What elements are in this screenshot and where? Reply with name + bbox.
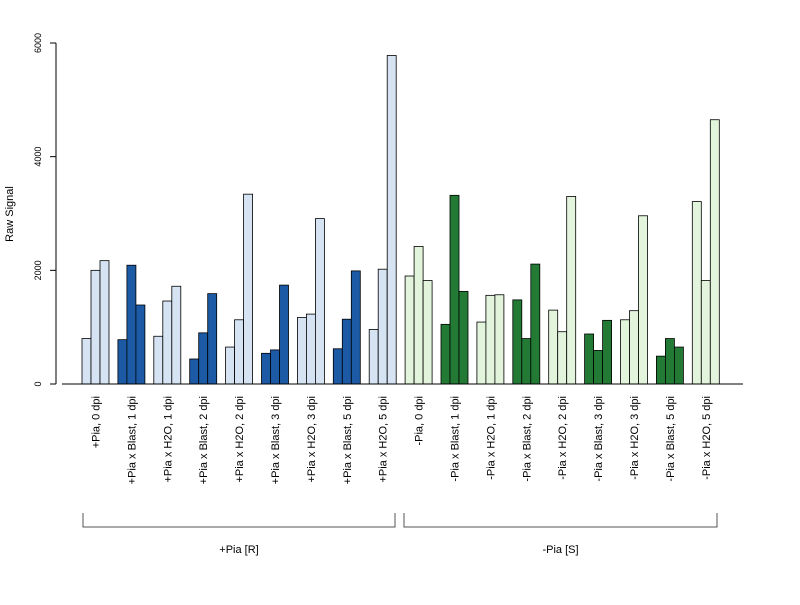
bar xyxy=(449,194,460,385)
bar xyxy=(368,329,379,385)
bar xyxy=(117,339,128,385)
bar xyxy=(709,119,720,385)
bar xyxy=(377,268,388,385)
bar xyxy=(494,294,505,385)
bar xyxy=(270,349,280,385)
x-tick-label: -Pia x Blast, 3 dpi xyxy=(593,396,605,482)
x-tick-label: -Pia x Blast, 1 dpi xyxy=(450,396,462,482)
bar xyxy=(476,321,487,385)
x-tick-label: +Pia x Blast, 1 dpi xyxy=(126,396,138,484)
y-tick-label: 6000 xyxy=(33,33,43,53)
bar xyxy=(512,299,523,385)
x-tick-label: +Pia x Blast, 5 dpi xyxy=(342,396,354,484)
x-tick-label: +Pia x H2O, 1 dpi xyxy=(162,396,174,483)
bar xyxy=(296,317,307,385)
bar xyxy=(350,270,361,385)
bar xyxy=(279,284,289,385)
bar xyxy=(584,333,594,385)
bar xyxy=(153,335,164,385)
x-tick-label: -Pia x Blast, 5 dpi xyxy=(665,396,677,482)
x-tick-label: -Pia x H2O, 2 dpi xyxy=(557,396,569,480)
x-tick-label: +Pia x H2O, 2 dpi xyxy=(234,396,246,483)
bar xyxy=(81,338,92,385)
bar xyxy=(162,300,173,385)
bar xyxy=(413,246,424,385)
x-tick-label: +Pia x Blast, 3 dpi xyxy=(270,396,282,484)
group-label: +Pia [R] xyxy=(219,544,258,556)
x-tick-label: +Pia x Blast, 2 dpi xyxy=(198,396,210,484)
bar xyxy=(521,338,532,385)
group-brackets: +Pia [R] -Pia [S] xyxy=(82,513,718,556)
bar xyxy=(126,264,137,385)
bar xyxy=(305,313,316,385)
bar xyxy=(638,215,648,385)
x-tick-label: -Pia x H2O, 1 dpi xyxy=(485,396,497,480)
y-axis-label: Raw Signal xyxy=(4,186,16,242)
bar xyxy=(700,280,711,385)
bar xyxy=(99,260,110,385)
group-label: -Pia [S] xyxy=(542,544,578,556)
bar xyxy=(332,348,343,385)
bar xyxy=(90,269,101,385)
bar xyxy=(422,280,433,385)
bar xyxy=(674,346,684,385)
bar xyxy=(458,290,469,385)
bar xyxy=(485,294,496,385)
bar xyxy=(593,350,603,385)
x-tick-label: -Pia x H2O, 3 dpi xyxy=(629,396,641,480)
bar xyxy=(171,285,182,385)
x-tick-label: -Pia, 0 dpi xyxy=(414,396,426,446)
bar xyxy=(530,263,541,385)
group-bracket xyxy=(82,513,396,528)
bar xyxy=(261,352,271,385)
bar xyxy=(243,193,254,385)
y-tick-label: 0 xyxy=(33,381,43,386)
y-tick-label: 4000 xyxy=(33,147,43,167)
x-tick-label: +Pia x H2O, 3 dpi xyxy=(306,396,318,483)
y-axis: 0 2000 4000 6000 xyxy=(33,33,57,387)
bar xyxy=(656,355,666,385)
bar xyxy=(602,319,612,385)
bar xyxy=(566,196,577,385)
bar xyxy=(341,318,352,385)
bar xyxy=(548,309,559,385)
bar xyxy=(225,346,236,385)
x-tick-labels: +Pia, 0 dpi +Pia x Blast, 1 dpi +Pia x H2O… xyxy=(91,396,713,484)
x-tick-label: -Pia x Blast, 2 dpi xyxy=(521,396,533,482)
bar xyxy=(386,55,397,385)
bars-layer xyxy=(81,55,720,385)
bar xyxy=(135,304,146,385)
bar xyxy=(440,323,451,385)
bar xyxy=(207,293,218,385)
bar xyxy=(620,319,630,385)
x-tick-label: +Pia x H2O, 5 dpi xyxy=(378,396,390,483)
y-tick-label: 2000 xyxy=(33,260,43,280)
x-tick-label: -Pia x H2O, 5 dpi xyxy=(701,396,713,480)
bar xyxy=(557,331,568,385)
bar xyxy=(189,358,200,385)
bar xyxy=(404,275,415,385)
bar xyxy=(629,310,639,385)
bar xyxy=(234,319,245,385)
bar xyxy=(665,338,675,385)
bar xyxy=(198,332,209,385)
bar xyxy=(314,218,325,385)
x-tick-label: +Pia, 0 dpi xyxy=(91,396,103,448)
group-bracket xyxy=(403,513,718,528)
bar xyxy=(691,201,702,385)
